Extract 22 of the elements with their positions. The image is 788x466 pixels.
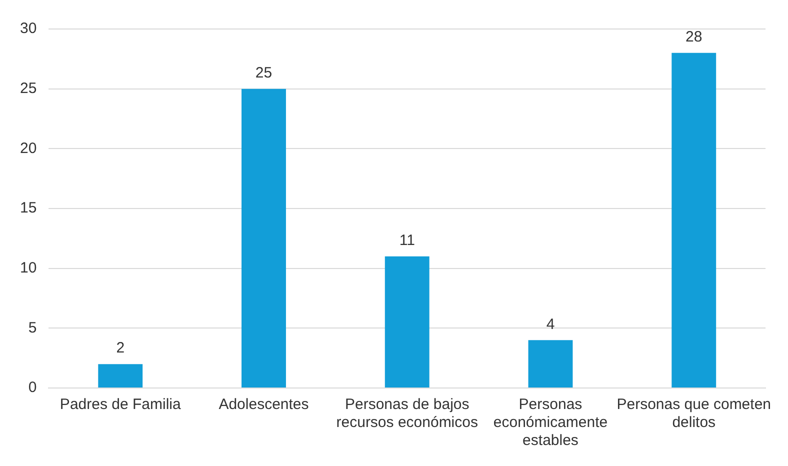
y-tick-label: 20 [20, 140, 37, 157]
data-label: 4 [546, 316, 555, 333]
data-label: 11 [399, 232, 415, 250]
y-tick-label: 25 [20, 80, 37, 97]
data-label: 25 [255, 64, 272, 82]
x-tick-label: Padres de Familia [60, 396, 182, 414]
y-tick-label: 15 [20, 200, 37, 217]
bar [528, 340, 573, 388]
bar [672, 52, 716, 388]
x-tick-label: Personas económicamente estables [493, 396, 608, 450]
bar [384, 256, 430, 388]
bar [98, 364, 143, 388]
data-label: 28 [686, 28, 702, 46]
y-tick-label: 30 [20, 20, 37, 38]
x-tick-label: Personas de bajos recursos económicos [336, 396, 478, 432]
y-tick-label: 5 [28, 319, 37, 336]
y-tick-label: 0 [28, 379, 37, 396]
y-tick-label: 10 [20, 259, 37, 276]
x-tick-label: Personas que cometen delitos [616, 396, 771, 432]
data-label: 2 [116, 340, 125, 357]
bar [242, 88, 286, 388]
x-tick-label: Adolescentes [218, 396, 309, 414]
